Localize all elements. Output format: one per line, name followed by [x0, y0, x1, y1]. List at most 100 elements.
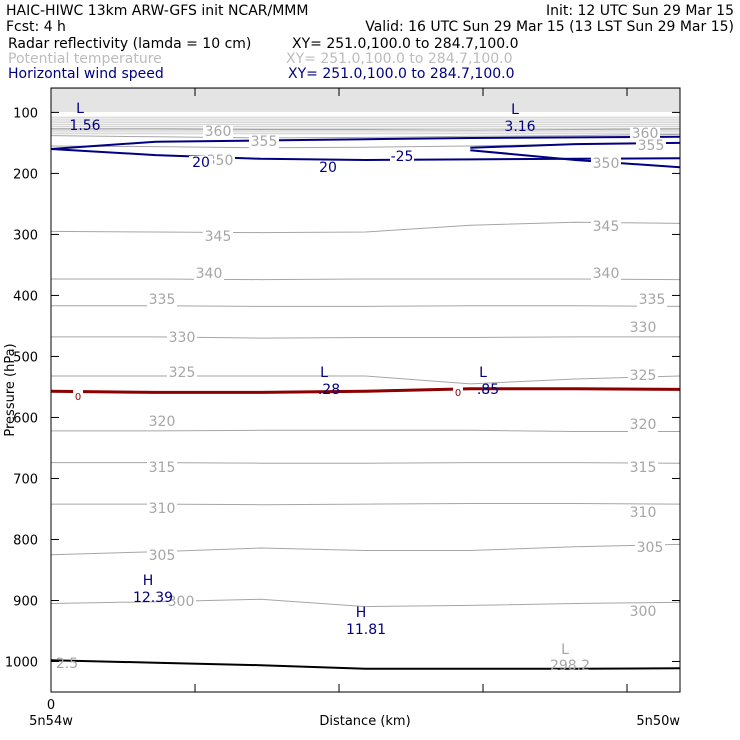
label-background [167, 331, 197, 345]
wind-low-marker: L [76, 101, 84, 117]
y-tick-label: 800 [13, 533, 38, 548]
model-title: HAIC-HIWC 13km ARW-GFS init NCAR/MMM [6, 3, 308, 19]
terrain-line [50, 659, 681, 670]
theta-label-330: 330 [630, 320, 657, 336]
y-tick-label: 200 [13, 167, 38, 182]
theta-contour-315 [51, 462, 681, 464]
theta-contour-305 [50, 543, 681, 556]
theta-label-350: 350 [593, 156, 620, 172]
wind-extremum-value: .28 [318, 382, 340, 398]
x-axis [194, 88, 628, 692]
label-background [316, 161, 340, 175]
label-background [147, 502, 177, 516]
y-tick-label: 100 [13, 106, 38, 121]
wind-contours [50, 135, 681, 169]
wind-label-20: 20 [319, 160, 337, 176]
theta-label-345: 345 [205, 229, 232, 245]
label-background [390, 150, 414, 164]
theta-label-305: 305 [149, 548, 176, 564]
label-background [73, 389, 83, 403]
plot-frame [50, 87, 681, 693]
theta-label-360: 360 [205, 124, 232, 140]
label-background [147, 293, 177, 307]
x-endpoint-right: 5n50w [636, 714, 680, 729]
forecast-hour: Fcst: 4 h [6, 19, 66, 35]
label-background [628, 369, 658, 383]
theta-contour-345 [50, 221, 681, 234]
theta-corner-label: 2.5 [56, 656, 78, 672]
theta-label-355: 355 [638, 138, 665, 154]
theta-label-350: 350 [207, 153, 234, 169]
label-background [628, 461, 658, 475]
label-background [591, 157, 621, 171]
wind-high-marker: H [356, 605, 367, 621]
wind-extremum-value: 3.16 [504, 119, 535, 135]
field-xy-reflectivity: XY= 251.0,100.0 to 284.7,100.0 [292, 36, 519, 52]
theta-low-value: 298.2 [550, 658, 590, 674]
init-time: Init: 12 UTC Sun 29 Mar 15 [546, 3, 734, 19]
y-tick-label: 1000 [5, 655, 38, 670]
theta-contour-320 [51, 429, 680, 432]
theta-label-300: 300 [630, 604, 657, 620]
theta-label-355: 355 [251, 134, 278, 150]
model-top-hatch [51, 88, 680, 135]
theta-label-360: 360 [632, 126, 659, 142]
label-background [628, 605, 658, 619]
theta-contour-335 [51, 305, 681, 307]
label-background [636, 139, 666, 153]
theta-contour-325 [51, 375, 681, 385]
reflectivity-contour-0 [50, 387, 681, 394]
theta-label-315: 315 [149, 460, 176, 476]
field-xy-theta: XY= 251.0,100.0 to 284.7,100.0 [286, 51, 513, 67]
x-endpoint-left: 5n54w [29, 714, 73, 729]
theta-contour-355 [50, 133, 681, 139]
y-tick-label: 600 [13, 411, 38, 426]
reflectivity-label-0: 0 [455, 388, 461, 399]
theta-contour-340 [51, 278, 681, 281]
label-background [203, 125, 233, 139]
wind-low-marker: L [511, 102, 519, 118]
field-xy-wind: XY= 251.0,100.0 to 284.7,100.0 [288, 66, 515, 82]
field-name-reflectivity: Radar reflectivity (lamda = 10 cm) [8, 36, 251, 52]
theta-label-335: 335 [639, 292, 666, 308]
theta-contour-330 [51, 336, 680, 339]
label-background [630, 127, 660, 141]
y-tick-label: 900 [13, 594, 38, 609]
theta-label-310: 310 [149, 501, 176, 517]
reflectivity-contour [50, 387, 681, 394]
label-background [628, 321, 658, 335]
wind-low-marker: L [479, 365, 487, 381]
theta-contour-360 [51, 128, 681, 131]
wind-contour-25-lower [470, 149, 681, 169]
label-background [628, 418, 658, 432]
theta-label-340: 340 [593, 266, 620, 282]
label-background [628, 506, 658, 520]
theta-contour-300 [50, 598, 681, 608]
x-tick-label-0: 0 [47, 698, 55, 713]
field-name-theta: Potential temperature [8, 51, 162, 67]
label-background [147, 415, 177, 429]
theta-label-345: 345 [593, 219, 620, 235]
y-tick-label: 400 [13, 289, 38, 304]
theta-label-310: 310 [630, 505, 657, 521]
theta-label-300: 300 [168, 594, 195, 610]
wind-label-20: 20 [192, 155, 210, 171]
theta-contour-310 [51, 503, 681, 506]
theta-label-320: 320 [149, 414, 176, 430]
y-tick-label: 500 [13, 350, 38, 365]
label-background [637, 293, 667, 307]
wind-contour-20-lower [50, 148, 681, 162]
wind-extremum-value: .85 [477, 382, 499, 398]
theta-label-325: 325 [630, 368, 657, 384]
label-background [166, 595, 196, 609]
theta-label-315: 315 [630, 460, 657, 476]
label-background [203, 230, 233, 244]
wind-extremum-value: 11.81 [346, 622, 386, 638]
label-background [591, 267, 621, 281]
wind-contour-20-upper [50, 135, 681, 150]
theta-contours [50, 128, 681, 608]
theta-label-340: 340 [196, 266, 223, 282]
wind-label-25: -25 [391, 149, 414, 165]
